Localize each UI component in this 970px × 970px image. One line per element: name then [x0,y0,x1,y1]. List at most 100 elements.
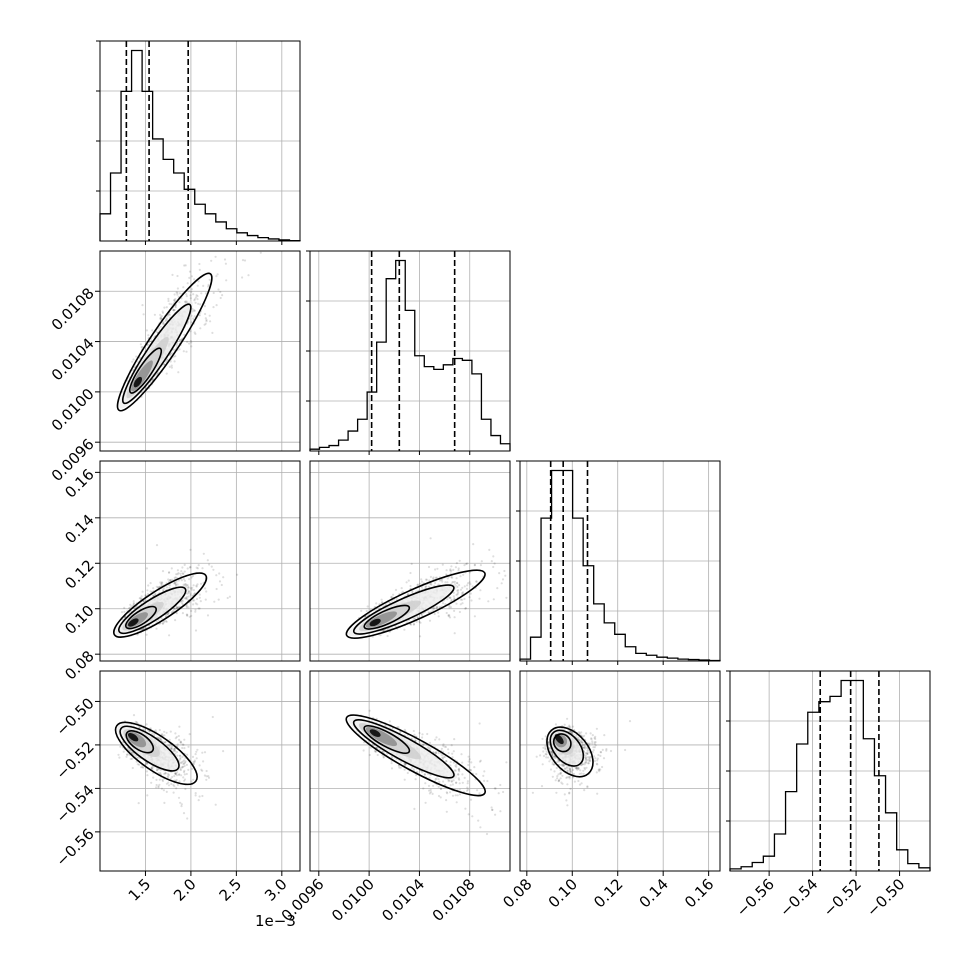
scatter-point [447,614,450,617]
scatter-point [241,259,245,262]
scatter-point [174,737,177,740]
scatter-point [162,323,165,326]
scatter-point [437,778,440,781]
scatter-point [126,753,129,756]
scatter-point [231,208,233,210]
scatter-point [199,303,202,306]
scatter-point [174,607,177,610]
scatter-point [179,575,183,578]
scatter-point [163,621,166,624]
scatter-point [177,572,180,575]
scatter-point [437,794,441,798]
scatter-point [451,794,455,797]
scatter-point [178,773,181,776]
scatter-point [146,774,149,777]
scatter-point [445,810,448,813]
scatter-point [457,569,460,572]
scatter-point [504,574,507,577]
scatter-point [191,586,194,589]
scatter-point [259,251,262,254]
scatter-point [431,792,434,796]
scatter-point [185,293,188,296]
scatter-point [168,738,171,741]
scatter-point [436,567,439,570]
scatter-point [163,730,166,733]
scatter-point [463,564,466,567]
scatter-point [179,339,182,342]
scatter-point [505,596,508,599]
scatter-point [151,766,154,769]
scatter-point [453,597,456,600]
scatter-point [174,582,177,586]
scatter-point [432,577,435,580]
scatter-point [193,599,196,602]
scatter-point [129,749,132,753]
scatter-point [208,563,211,566]
scatter-point [195,294,198,297]
scatter-point [167,773,171,777]
scatter-point [176,287,179,290]
scatter-point [134,720,137,723]
scatter-point [173,576,176,580]
scatter-point [162,789,165,792]
scatter-point [198,764,201,767]
scatter-point [214,255,217,258]
scatter-point [450,780,454,783]
scatter-point [197,799,200,802]
scatter-point [170,747,173,750]
scatter-point [158,728,161,732]
scatter-point [196,748,199,751]
scatter-point [207,775,210,778]
scatter-point [181,566,184,569]
scatter-point [457,591,460,594]
scatter-point [177,606,180,609]
scatter-point [125,755,128,758]
scatter-point [428,789,431,792]
scatter-point [170,782,173,786]
scatter-point [204,598,207,601]
scatter-point [422,743,425,746]
scatter-point [216,273,219,276]
scatter-point [173,582,177,585]
scatter-point [133,607,136,610]
scatter-point [185,763,188,767]
scatter-point [141,590,144,593]
scatter-point [186,614,189,617]
scatter-point [183,747,186,750]
scatter-point [473,563,476,566]
scatter-point [150,766,153,770]
scatter-point [193,298,196,301]
scatter-point [145,633,148,636]
scatter-point [180,741,183,744]
scatter-point [449,568,452,571]
scatter-point [193,309,196,312]
scatter-point [445,611,448,615]
scatter-point [193,299,196,302]
scatter-point [159,317,162,320]
scatter-point [182,765,185,768]
scatter-point [442,743,445,746]
scatter-point [208,314,211,317]
scatter-point [178,292,181,295]
scatter-point [129,603,132,606]
scatter-point [159,316,162,319]
scatter-point [196,583,199,586]
scatter-point [437,615,440,618]
scatter-point [213,600,216,603]
scatter-point [188,590,191,593]
scatter-point [172,783,175,787]
scatter-point [190,345,193,348]
scatter-point [202,760,205,763]
scatter-point [456,589,459,592]
scatter-point [173,293,176,296]
scatter-point [160,582,163,585]
scatter-point [409,623,413,626]
scatter-point [451,576,454,579]
scatter-point [185,584,188,587]
scatter-point [208,278,211,281]
scatter-point [155,783,158,787]
scatter-point [178,348,181,351]
scatter-point [168,744,171,747]
scatter-point [155,627,158,630]
scatter-point [501,578,505,581]
